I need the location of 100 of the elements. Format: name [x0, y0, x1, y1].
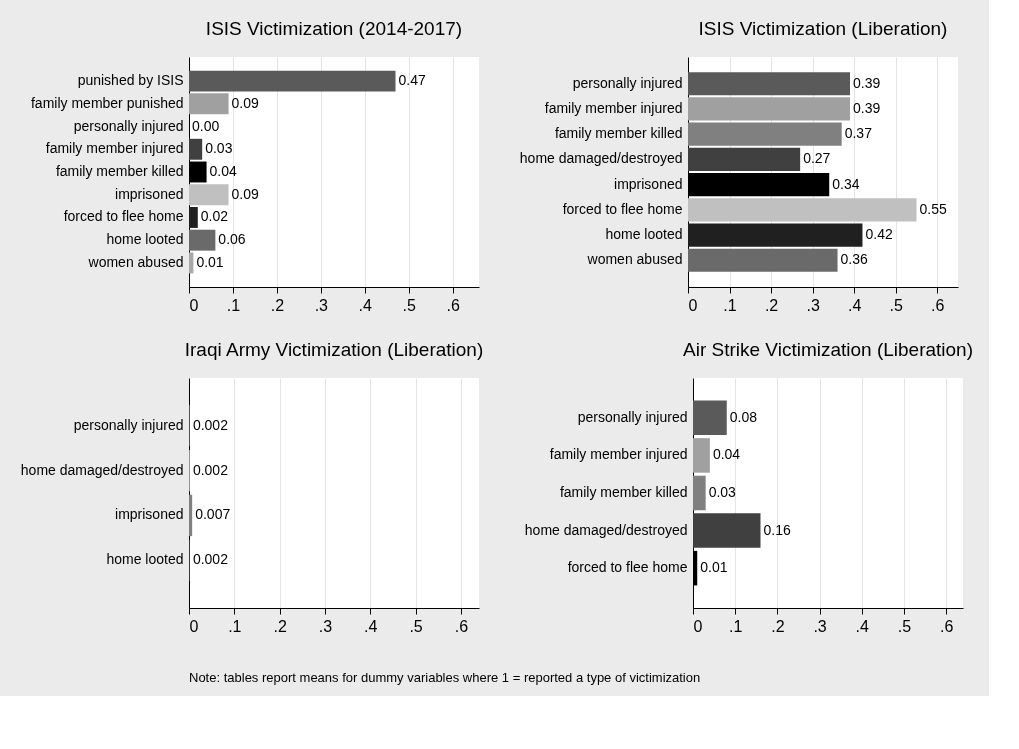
- chart-title: Iraqi Army Victimization (Liberation): [184, 339, 484, 360]
- bar: [693, 400, 727, 436]
- x-tick-label: .4: [358, 296, 373, 314]
- data-label: 0.04: [209, 163, 238, 179]
- y-tick-label: home looted: [106, 231, 184, 248]
- bar: [688, 147, 801, 171]
- y-tick-label: family member injured: [549, 446, 688, 463]
- data-label: 0.47: [398, 72, 426, 89]
- y-tick-label: punished by ISIS: [77, 72, 184, 89]
- data-label: 0.55: [919, 200, 947, 217]
- data-label: 0.39: [853, 99, 881, 116]
- bar: [688, 72, 850, 96]
- x-tick-label: .2: [771, 617, 785, 635]
- bar: [693, 438, 710, 473]
- data-label: 0.007: [195, 506, 231, 523]
- y-tick-label: home damaged/destroyed: [524, 521, 688, 538]
- y-tick-label: home looted: [106, 551, 184, 568]
- y-tick-label: home damaged/destroyed: [20, 461, 184, 478]
- y-tick-label: family member killed: [554, 125, 683, 142]
- y-tick-label: family member injured: [45, 140, 184, 157]
- data-label: 0.06: [218, 231, 246, 248]
- data-label: 0.09: [231, 94, 260, 111]
- x-tick-label: 0: [693, 617, 703, 635]
- x-tick-label: .5: [889, 296, 903, 314]
- x-tick-label: .2: [273, 617, 287, 635]
- y-tick-label: family member killed: [559, 484, 688, 500]
- data-label: 0.00: [192, 117, 220, 134]
- y-tick-label: forced to flee home: [567, 559, 688, 576]
- data-label: 0.002: [192, 416, 229, 433]
- y-tick-label: personally injured: [577, 408, 688, 425]
- data-label: 0.36: [840, 251, 868, 268]
- x-tick-label: .1: [723, 296, 737, 314]
- x-tick-label: .1: [228, 617, 242, 635]
- bar: [189, 252, 194, 274]
- text: Note: tables report means for dummy variables where 1 = reported a type of victimization: [189, 670, 701, 685]
- data-label: 0.37: [844, 125, 873, 142]
- data-label: 0.02: [200, 208, 229, 225]
- bar: [688, 97, 850, 121]
- bar: [189, 229, 216, 251]
- data-label: 0.39: [853, 74, 881, 91]
- data-label: 0.09: [231, 185, 260, 202]
- x-tick-label: .6: [454, 617, 469, 635]
- y-tick-label: imprisoned: [614, 175, 683, 192]
- data-label: 0.08: [729, 408, 758, 425]
- bar: [189, 70, 396, 92]
- x-tick-label: .6: [446, 296, 460, 314]
- bar: [189, 138, 203, 160]
- chart-title: ISIS Victimization (Liberation): [698, 18, 948, 39]
- data-label: 0.03: [708, 484, 737, 500]
- data-label: 0.04: [712, 446, 741, 463]
- data-label: 0.002: [192, 461, 229, 478]
- x-tick-label: 0: [688, 296, 698, 314]
- y-tick-label: personally injured: [572, 74, 683, 91]
- x-tick-label: .1: [729, 617, 743, 635]
- x-tick-label: .3: [318, 617, 333, 635]
- y-tick-label: family member injured: [544, 99, 683, 116]
- x-tick-label: .6: [939, 617, 954, 635]
- x-tick-label: .3: [813, 617, 827, 635]
- x-tick-label: .1: [226, 296, 241, 314]
- y-tick-label: imprisoned: [115, 506, 184, 523]
- x-tick-label: .4: [847, 296, 862, 314]
- y-tick-label: women abused: [586, 251, 683, 268]
- bar: [189, 207, 198, 228]
- x-tick-label: .2: [764, 296, 779, 314]
- data-label: 0.34: [832, 175, 860, 192]
- x-tick-label: 0: [189, 296, 199, 314]
- x-tick-label: .5: [402, 296, 416, 314]
- bar: [688, 248, 838, 272]
- bar: [688, 198, 917, 222]
- x-tick-label: .3: [314, 296, 329, 314]
- x-tick-label: .4: [855, 617, 870, 635]
- bar: [693, 475, 706, 511]
- data-label: 0.16: [763, 521, 791, 538]
- y-tick-label: personally injured: [73, 416, 184, 433]
- bar: [189, 93, 229, 115]
- y-tick-label: imprisoned: [115, 185, 184, 202]
- bar: [688, 223, 863, 247]
- x-tick-label: 0: [189, 617, 199, 635]
- x-tick-label: .5: [409, 617, 423, 635]
- data-label: 0.01: [196, 253, 224, 270]
- data-label: 0.42: [865, 226, 893, 243]
- x-tick-label: .3: [806, 296, 820, 314]
- data-label: 0.27: [803, 150, 831, 167]
- data-label: 0.03: [205, 140, 233, 157]
- x-tick-label: .5: [897, 617, 912, 635]
- bar: [688, 122, 842, 146]
- x-tick-label: .4: [364, 617, 378, 635]
- y-tick-label: personally injured: [73, 117, 184, 134]
- y-tick-label: family member punished: [30, 94, 184, 111]
- chart-title: Air Strike Victimization (Liberation): [682, 339, 974, 360]
- y-tick-label: home damaged/destroyed: [519, 150, 683, 167]
- y-tick-label: forced to flee home: [63, 208, 184, 225]
- data-label: 0.002: [192, 551, 229, 568]
- bar: [693, 513, 761, 548]
- y-tick-label: family member killed: [55, 163, 184, 179]
- chart-title: ISIS Victimization (2014-2017): [205, 18, 463, 39]
- bar: [189, 184, 229, 206]
- y-tick-label: home looted: [605, 226, 683, 243]
- x-tick-label: .2: [270, 296, 285, 314]
- x-tick-label: .6: [931, 296, 945, 314]
